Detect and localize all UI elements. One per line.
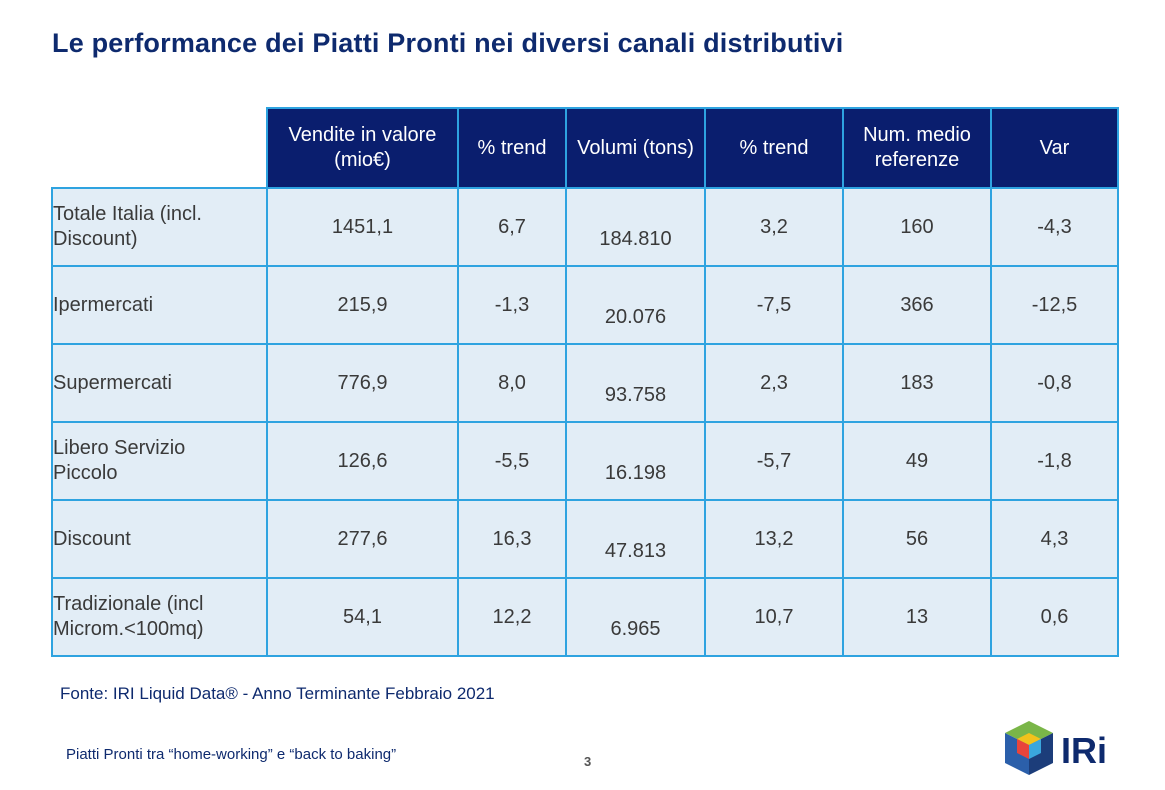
table-cell: 47.813 (565, 499, 706, 579)
row-label: Discount (51, 499, 268, 579)
table-cell: 93.758 (565, 343, 706, 423)
table-cell: -5,5 (457, 421, 567, 501)
row-label: Ipermercati (51, 265, 268, 345)
table-row: Supermercati 776,9 8,0 93.758 2,3 183 -0,8 (51, 343, 1119, 423)
table-row: Tradizionale (incl Microm.<100mq) 54,1 12,2… (51, 577, 1119, 657)
table-cell: -1,3 (457, 265, 567, 345)
table-cell: 160 (842, 187, 992, 267)
table-cell: 215,9 (266, 265, 459, 345)
table-header-row: Vendite in valore (mio€) % trend Volumi (… (52, 107, 1119, 189)
table-row: Ipermercati 215,9 -1,3 20.076 -7,5 366 -12,5 (51, 265, 1119, 345)
row-label: Supermercati (51, 343, 268, 423)
table-cell: -1,8 (990, 421, 1119, 501)
source-note: Fonte: IRI Liquid Data® - Anno Terminant… (60, 684, 495, 703)
table-cell: 776,9 (266, 343, 459, 423)
column-header: Volumi (tons) (565, 107, 706, 189)
column-header: Vendite in valore (mio€) (266, 107, 459, 189)
table-row: Libero Servizio Piccolo 126,6 -5,5 16.198 -5,… (51, 421, 1119, 501)
table-body: Totale Italia (incl. Discount) 1451,1 6,7 18… (51, 187, 1119, 657)
row-label: Totale Italia (incl. Discount) (51, 187, 268, 267)
table-cell: 6.965 (565, 577, 706, 657)
table-cell: -5,7 (704, 421, 844, 501)
column-header: % trend (704, 107, 844, 189)
table-row: Discount 277,6 16,3 47.813 13,2 56 4,3 (51, 499, 1119, 579)
table-cell: 184.810 (565, 187, 706, 267)
table-cell: -12,5 (990, 265, 1119, 345)
page-number: 3 (584, 754, 592, 769)
table-cell: 12,2 (457, 577, 567, 657)
table-cell: 2,3 (704, 343, 844, 423)
table-cell: 13 (842, 577, 992, 657)
table-cell: 16,3 (457, 499, 567, 579)
table-cell: 6,7 (457, 187, 567, 267)
table-row: Totale Italia (incl. Discount) 1451,1 6,7 18… (51, 187, 1119, 267)
column-header: % trend (457, 107, 567, 189)
table-cell: 1451,1 (266, 187, 459, 267)
table-cell: 10,7 (704, 577, 844, 657)
table-cell: 183 (842, 343, 992, 423)
row-label: Libero Servizio Piccolo (51, 421, 268, 501)
column-header: Var (990, 107, 1119, 189)
table-cell: -0,8 (990, 343, 1119, 423)
table-cell: 366 (842, 265, 992, 345)
table-cell: 8,0 (457, 343, 567, 423)
iri-logo: IRi (1005, 721, 1107, 775)
table-cell: 16.198 (565, 421, 706, 501)
table-cell: 4,3 (990, 499, 1119, 579)
table-cell: 126,6 (266, 421, 459, 501)
iri-logo-text: IRi (1061, 730, 1107, 771)
table-cell: 3,2 (704, 187, 844, 267)
table-cell: -4,3 (990, 187, 1119, 267)
table-cell: 277,6 (266, 499, 459, 579)
table-cell: 13,2 (704, 499, 844, 579)
table-cell: 49 (842, 421, 992, 501)
table-cell: 56 (842, 499, 992, 579)
footer-text: Piatti Pronti tra “home-working” e “back… (66, 746, 397, 763)
table-cell: -7,5 (704, 265, 844, 345)
row-label: Tradizionale (incl Microm.<100mq) (51, 577, 268, 657)
page-title: Le performance dei Piatti Pronti nei div… (52, 28, 844, 58)
iri-cube-icon (1005, 721, 1053, 775)
table-cell: 54,1 (266, 577, 459, 657)
table-cell: 0,6 (990, 577, 1119, 657)
table-cell: 20.076 (565, 265, 706, 345)
column-header: Num. medio referenze (842, 107, 992, 189)
performance-table: Vendite in valore (mio€) % trend Volumi (… (51, 107, 1119, 657)
table-corner-cell (52, 108, 268, 189)
